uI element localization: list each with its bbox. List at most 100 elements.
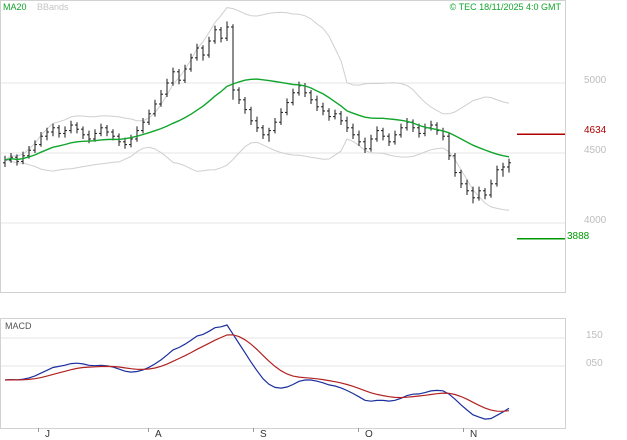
ohlc-bar — [69, 120, 73, 134]
ohlc-bar — [171, 67, 175, 86]
legend-ma20-label: MA20 — [3, 2, 27, 12]
ohlc-bar — [483, 188, 487, 200]
ohlc-bar — [51, 123, 55, 137]
empty-strip-panel — [0, 262, 566, 293]
ohlc-bar — [441, 127, 445, 141]
ohlc-bar — [231, 24, 235, 100]
ohlc-bar — [3, 155, 7, 167]
ohlc-bar — [33, 140, 37, 153]
ohlc-bar — [489, 179, 493, 198]
month-tick-N — [463, 428, 464, 432]
copyright-label: © TEC 18/11/2025 4:0 GMT — [449, 2, 561, 12]
ohlc-bar — [381, 127, 385, 141]
ohlc-bar — [447, 133, 451, 160]
month-label-J: J — [45, 429, 50, 440]
ohlc-bar — [219, 27, 223, 43]
ohlc-bar — [153, 99, 157, 117]
ohlc-bar — [225, 21, 229, 41]
ohlc-bar — [123, 137, 127, 149]
month-label-O: O — [365, 429, 373, 440]
ohlc-bar — [195, 43, 199, 61]
ohlc-bar — [249, 106, 253, 125]
ohlc-bar — [81, 126, 85, 139]
ohlc-bar — [285, 98, 289, 116]
macd-axis-label-150: 150 — [586, 330, 603, 341]
ohlc-bar — [315, 95, 319, 111]
ohlc-bar — [141, 118, 145, 134]
ohlc-bar — [345, 116, 349, 132]
ohlc-bar — [165, 78, 169, 97]
month-tick-J — [38, 428, 39, 432]
ohlc-bar — [183, 64, 187, 83]
price-chart-panel — [0, 0, 566, 263]
ohlc-bar — [435, 122, 439, 135]
level-label-4634: 4634 — [584, 125, 607, 136]
macd-panel-label: MACD — [5, 321, 32, 331]
ohlc-bar — [297, 81, 301, 96]
macd-chart-svg — [1, 324, 565, 420]
ohlc-bar — [105, 125, 109, 137]
month-tick-O — [358, 428, 359, 432]
ohlc-bar — [255, 116, 259, 132]
ohlc-bar — [291, 88, 295, 106]
ohlc-bar — [393, 130, 397, 145]
ohlc-bar — [135, 126, 139, 142]
ohlc-bar — [237, 87, 241, 104]
ohlc-bar — [189, 53, 193, 72]
ohlc-bar — [471, 186, 475, 204]
ohlc-bar — [159, 90, 163, 107]
month-tick-S — [253, 428, 254, 432]
macd-line — [4, 324, 510, 420]
month-label-S: S — [260, 429, 267, 440]
ohlc-bar — [351, 123, 355, 139]
price-chart-svg — [1, 7, 565, 240]
ohlc-bar — [147, 109, 151, 125]
ohlc-bar — [453, 153, 457, 177]
ohlc-bar — [93, 129, 97, 142]
month-tick-A — [148, 428, 149, 432]
ohlc-bar — [423, 123, 427, 137]
ohlc-bar — [177, 69, 181, 85]
ohlc-bar — [477, 186, 481, 201]
ohlc-bar — [411, 119, 415, 132]
ohlc-bar — [339, 111, 343, 125]
bollinger-lower-band-line — [4, 138, 510, 211]
ohlc-bar — [279, 108, 283, 125]
month-label-A: A — [155, 429, 162, 440]
ohlc-bar — [273, 118, 277, 134]
month-label-N: N — [470, 429, 478, 440]
bollinger-upper-band-line — [4, 7, 510, 161]
legend-bbands-label: BBands — [37, 2, 69, 12]
price-axis-label-4500: 4500 — [584, 145, 607, 156]
ohlc-bar — [405, 118, 409, 131]
ohlc-bar — [321, 102, 325, 116]
ohlc-bar — [459, 169, 463, 188]
ohlc-bar — [243, 97, 247, 114]
macd-axis-label-050: 050 — [586, 358, 603, 369]
ohlc-bar — [207, 36, 211, 58]
level-label-3888: 3888 — [567, 231, 590, 242]
macd-panel — [0, 318, 566, 429]
ohlc-bar — [495, 165, 499, 187]
ohlc-bar — [75, 122, 79, 134]
ohlc-bar — [465, 179, 469, 195]
ohlc-bar — [57, 125, 61, 138]
ohlc-bar — [327, 108, 331, 121]
ohlc-bar — [507, 158, 511, 173]
ohlc-bar — [63, 126, 67, 138]
ohlc-bar — [45, 127, 49, 141]
ohlc-bar — [501, 162, 505, 177]
ohlc-bar — [99, 123, 103, 137]
ohlc-bar — [363, 137, 367, 153]
ohlc-bar — [261, 125, 265, 139]
ohlc-bar — [309, 90, 313, 104]
ohlc-bar — [213, 25, 217, 44]
ohlc-bar — [399, 123, 403, 138]
price-axis-label-4000: 4000 — [584, 215, 607, 226]
ohlc-bar — [267, 127, 271, 142]
ohlc-bar — [201, 45, 205, 61]
ohlc-bar — [357, 130, 361, 146]
ohlc-bar — [333, 109, 337, 120]
